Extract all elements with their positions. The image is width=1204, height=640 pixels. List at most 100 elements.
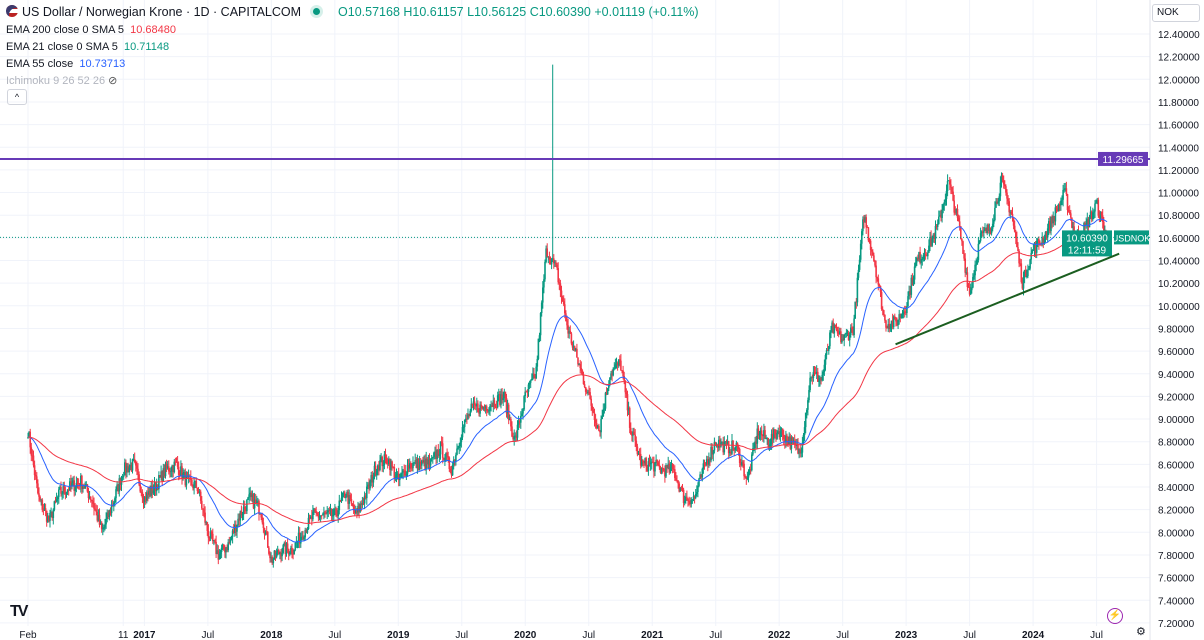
- symbol-title[interactable]: US Dollar / Norwegian Krone · 1D · CAPIT…: [22, 5, 302, 19]
- candle-body: [74, 487, 77, 491]
- candle-body: [659, 467, 662, 473]
- candle-body: [671, 464, 674, 470]
- candle-body: [579, 364, 581, 368]
- candle-body: [1042, 237, 1045, 244]
- candle-body: [216, 550, 218, 555]
- candle-body: [1049, 221, 1051, 232]
- candle-body: [124, 462, 126, 476]
- eye-hidden-icon[interactable]: ⊘: [108, 75, 118, 87]
- candle-body: [243, 506, 246, 509]
- candle-body: [645, 458, 647, 467]
- candle-body: [1011, 213, 1014, 219]
- candle-body: [956, 208, 959, 218]
- symbol-legend: US Dollar / Norwegian Krone · 1D · CAPIT…: [6, 5, 699, 19]
- market-status-icon: [313, 8, 321, 15]
- candle-body: [897, 319, 899, 326]
- candle-body: [1048, 221, 1050, 229]
- candle-body: [33, 465, 36, 476]
- collapse-legend-button[interactable]: ^: [7, 89, 27, 105]
- candle-body: [1033, 242, 1036, 251]
- candle-body: [575, 348, 577, 351]
- candle-body: [494, 406, 497, 408]
- indicator-ema55[interactable]: EMA 55 close 10.73713: [6, 58, 126, 70]
- indicator-ichimoku[interactable]: Ichimoku 9 26 52 26 ⊘: [6, 75, 118, 87]
- candle-body: [40, 499, 42, 501]
- candle-body: [949, 180, 951, 185]
- candle-body: [1032, 250, 1035, 251]
- candle-body: [153, 482, 156, 491]
- y-tick-label: 10.40000: [1158, 257, 1200, 268]
- indicator-ema200[interactable]: EMA 200 close 0 SMA 5 10.68480: [6, 24, 177, 36]
- candle-body: [424, 460, 426, 470]
- candle-body: [360, 503, 363, 505]
- candle-body: [762, 435, 764, 437]
- candle-body: [274, 550, 277, 558]
- candle-body: [479, 404, 481, 414]
- candle-body: [474, 404, 477, 407]
- candle-body: [900, 314, 903, 319]
- y-tick-label: 7.80000: [1158, 551, 1195, 562]
- candle-body: [562, 301, 565, 305]
- candle-body: [809, 377, 811, 391]
- y-tick-label: 7.60000: [1158, 574, 1195, 585]
- candle-body: [839, 331, 841, 334]
- candle-body: [1023, 269, 1026, 278]
- candle-body: [1045, 231, 1048, 238]
- candle-body: [487, 410, 489, 412]
- candle-body: [973, 275, 975, 277]
- candle-body: [885, 320, 887, 328]
- candle-body: [70, 481, 72, 486]
- candle-body: [940, 215, 942, 218]
- candle-body: [613, 367, 616, 369]
- candle-body: [976, 259, 979, 265]
- x-tick-label: Jul: [201, 630, 214, 640]
- candle-body: [653, 462, 655, 472]
- support-trendline: [895, 252, 1120, 346]
- candle-body: [195, 480, 198, 488]
- candle-body: [192, 485, 194, 489]
- x-tick-label: Jul: [455, 630, 468, 640]
- candle-body: [732, 440, 734, 448]
- candle-body: [269, 553, 271, 559]
- candle-body: [375, 470, 378, 476]
- candle-body: [173, 461, 176, 472]
- candle-body: [128, 467, 130, 473]
- candle-body: [895, 317, 897, 322]
- currency-select[interactable]: NOK: [1152, 4, 1200, 22]
- candle-body: [82, 486, 84, 489]
- candle-body: [531, 378, 533, 381]
- candle-body: [569, 330, 572, 334]
- candle-body: [402, 470, 404, 473]
- candle-body: [509, 418, 511, 421]
- candle-body: [910, 277, 913, 295]
- flash-icon[interactable]: ⚡: [1107, 608, 1123, 624]
- candle-body: [56, 497, 59, 500]
- symbol-tag: [1114, 230, 1149, 245]
- candle-body: [825, 350, 828, 355]
- candle-body: [149, 490, 151, 496]
- candle-body: [922, 255, 925, 260]
- candle-body: [258, 501, 260, 515]
- last-price-tag: [1062, 230, 1112, 257]
- indicator-ema21[interactable]: EMA 21 close 0 SMA 5 10.71148: [6, 41, 170, 53]
- candle-body: [621, 370, 623, 372]
- candle-body: [96, 511, 99, 521]
- candle-body: [525, 391, 528, 393]
- candle-body: [1019, 263, 1021, 265]
- candle-body: [776, 432, 778, 439]
- candle-body: [405, 474, 408, 476]
- candle-body: [498, 394, 500, 396]
- candle-body: [632, 431, 634, 436]
- candle-body: [529, 380, 532, 383]
- candle-body: [162, 468, 165, 482]
- settings-icon[interactable]: ⚙: [1136, 626, 1146, 638]
- candle-body: [254, 499, 257, 503]
- candle-body: [418, 461, 421, 471]
- candle-body: [1005, 186, 1007, 193]
- candle-body: [169, 471, 171, 473]
- candle-body: [957, 217, 960, 222]
- candle-body: [823, 364, 826, 373]
- candle-body: [730, 451, 732, 454]
- tradingview-logo[interactable]: TV: [10, 603, 29, 620]
